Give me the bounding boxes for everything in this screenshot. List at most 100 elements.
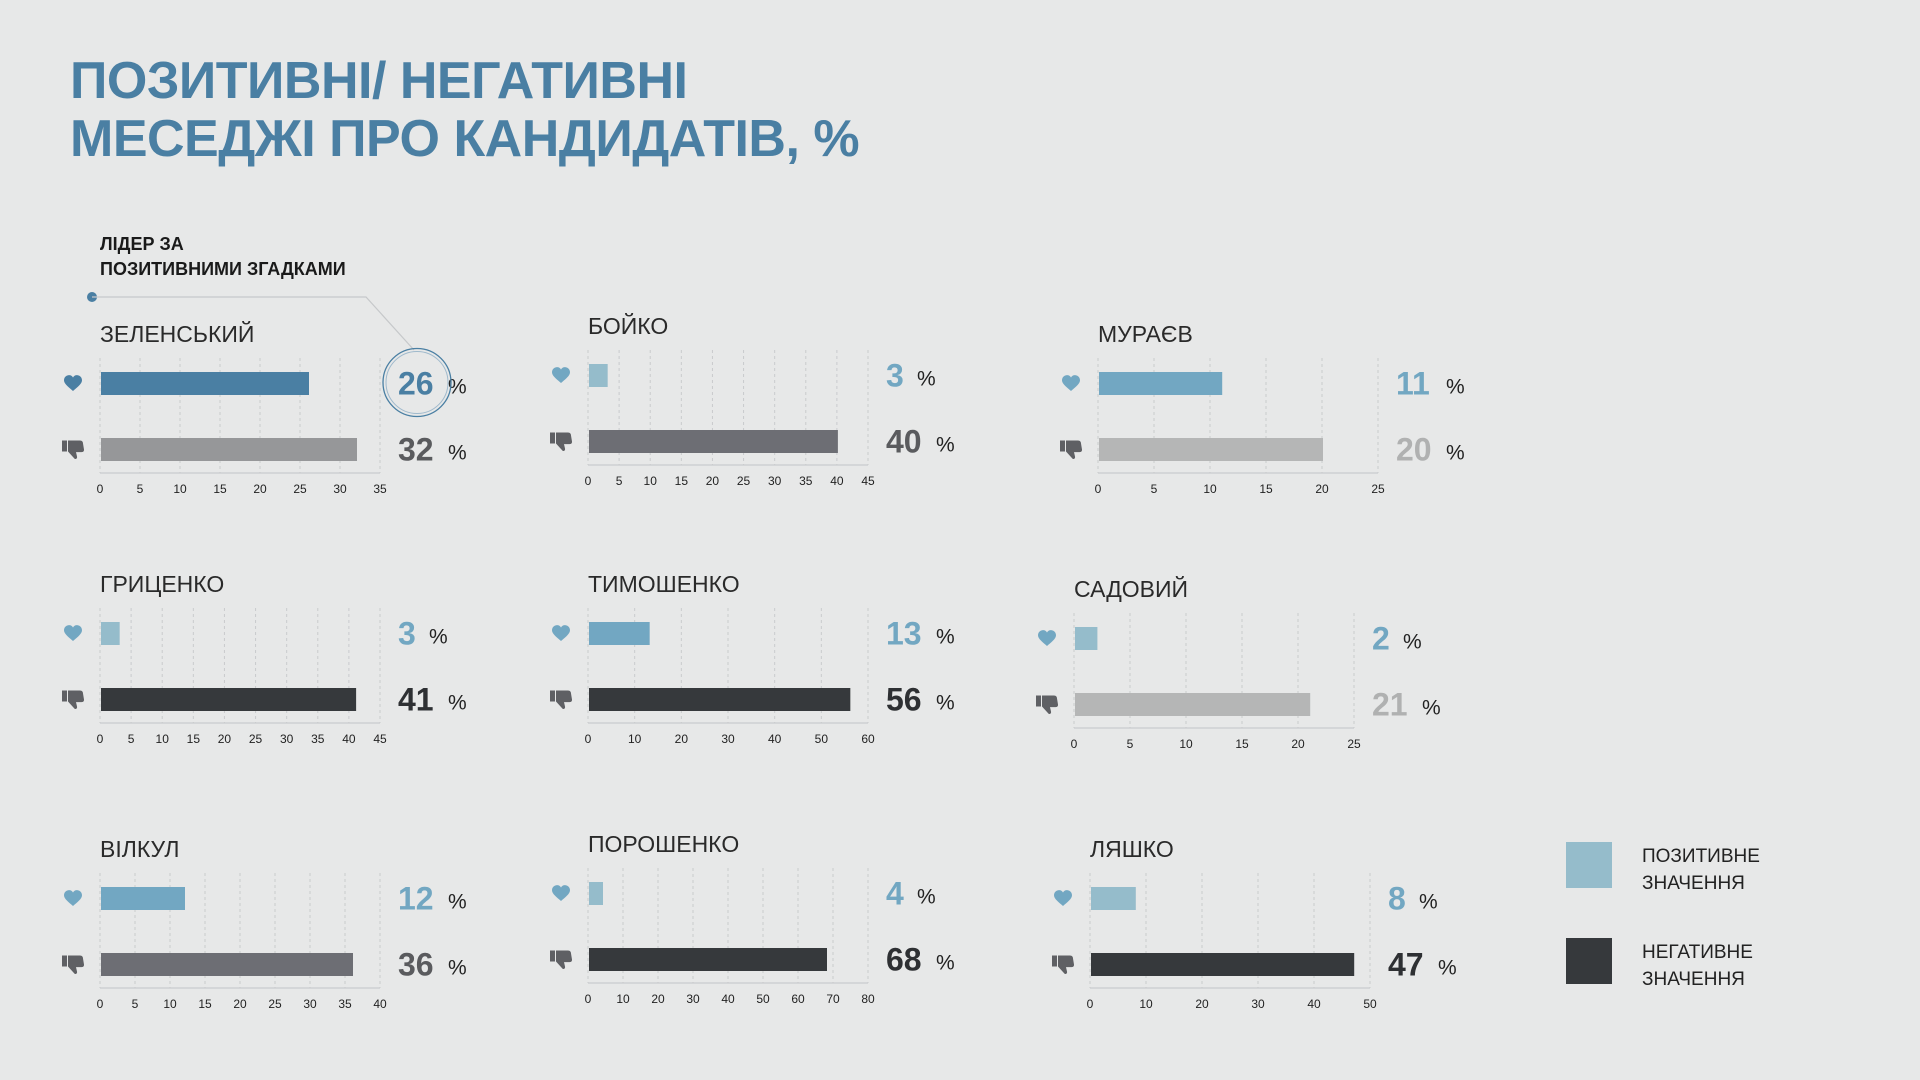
bar-negative [101, 688, 357, 711]
thumbs-down-icon [550, 950, 573, 969]
thumbs-down-icon [1052, 955, 1075, 974]
tick-label: 15 [213, 482, 227, 496]
bar-negative [589, 430, 838, 453]
heart-icon [1054, 890, 1072, 906]
bar-chart: ЗЕЛЕНСЬКИЙ 0 5 10 15 20 25 30 35 26 % 32% [62, 320, 467, 496]
value-label-positive: 26 [398, 366, 434, 402]
candidate-name: ГРИЦЕНКО [100, 571, 224, 597]
value-label-positive: 13 [886, 616, 922, 652]
tick-label: 15 [187, 732, 201, 746]
value-label-positive: 4 [886, 876, 904, 912]
tick-label: 30 [333, 482, 347, 496]
value-label-negative: 36 [398, 947, 434, 983]
bar-chart: ГРИЦЕНКО 0 5 10 15 20 25 30 35 40 45 3 % 41% [62, 571, 467, 746]
tick-label: 30 [768, 474, 782, 488]
tick-label: 15 [1235, 737, 1249, 751]
bar-negative [589, 948, 827, 971]
unit-label-positive: % [917, 886, 936, 909]
thumbs-down-cuff [1052, 955, 1057, 967]
tick-label: 35 [799, 474, 813, 488]
candidate-name: ВІЛКУЛ [100, 836, 179, 862]
tick-label: 5 [1151, 482, 1158, 496]
tick-label: 40 [373, 997, 387, 1011]
tick-label: 10 [173, 482, 187, 496]
tick-label: 25 [1371, 482, 1385, 496]
thumbs-down-shape [1042, 695, 1059, 714]
tick-label: 30 [721, 732, 735, 746]
tick-label: 25 [737, 474, 751, 488]
tick-label: 10 [1179, 737, 1193, 751]
candidate-name: МУРАЄВ [1098, 321, 1193, 347]
heart-shape [552, 367, 570, 383]
value-label-positive: 11 [1396, 366, 1430, 402]
heart-icon [552, 367, 570, 383]
tick-label: 10 [628, 732, 642, 746]
bar-chart: ВІЛКУЛ 0 5 10 15 20 25 30 35 40 12 % 36% [62, 836, 467, 1011]
chart-panel: МУРАЄВ 0 5 10 15 20 25 11% 20% [1060, 320, 1558, 520]
legend-label-negative-line-2: ЗНАЧЕННЯ [1642, 969, 1745, 990]
bar-positive [1091, 887, 1136, 910]
page-title-line-1: ПОЗИТИВНІ/ НЕГАТИВНІ [70, 52, 688, 110]
thumbs-down-cuff [550, 950, 555, 962]
tick-label: 10 [1139, 997, 1153, 1011]
leader-note-line-2: ПОЗИТИВНИМИ ЗГАДКАМИ [100, 259, 346, 279]
tick-label: 20 [218, 732, 232, 746]
unit-label-positive: % [448, 376, 467, 399]
chart-panel: САДОВИЙ 0 5 10 15 20 25 2% 21% [1036, 575, 1534, 775]
tick-label: 70 [826, 992, 840, 1006]
unit-label-positive: % [448, 891, 467, 914]
thumbs-down-cuff [62, 955, 67, 967]
tick-label: 60 [861, 732, 875, 746]
tick-label: 15 [1259, 482, 1273, 496]
tick-label: 45 [373, 732, 387, 746]
unit-label-negative: % [936, 952, 955, 975]
tick-label: 50 [1363, 997, 1377, 1011]
tick-label: 40 [342, 732, 356, 746]
unit-label-positive: % [429, 626, 448, 649]
page-title-line-2: МЕСЕДЖІ ПРО КАНДИДАТІВ, % [70, 110, 860, 168]
tick-label: 45 [861, 474, 875, 488]
thumbs-down-icon [62, 690, 85, 709]
bar-positive [101, 372, 309, 395]
unit-label-positive: % [1419, 891, 1438, 914]
unit-label-negative: % [448, 692, 467, 715]
unit-label-negative: % [1422, 697, 1441, 720]
value-label-negative: 41 [398, 682, 434, 718]
chart-panel: БОЙКО 0 5 10 15 20 25 30 35 40 45 3% 40% [550, 312, 1048, 512]
tick-label: 0 [1095, 482, 1102, 496]
tick-label: 25 [249, 732, 263, 746]
tick-label: 60 [791, 992, 805, 1006]
legend-label-positive-line-2: ЗНАЧЕННЯ [1642, 873, 1745, 894]
unit-label-positive: % [936, 626, 955, 649]
thumbs-down-icon [550, 690, 573, 709]
heart-shape [1038, 630, 1056, 646]
bar-negative [1099, 438, 1323, 461]
value-label-positive: 12 [398, 881, 434, 917]
legend-label-positive-line-1: ПОЗИТИВНЕ [1642, 846, 1760, 867]
legend-label-positive: ПОЗИТИВНЕ ЗНАЧЕННЯ [1642, 843, 1802, 897]
tick-label: 0 [585, 992, 592, 1006]
bar-negative [589, 688, 851, 711]
chart-panel: ВІЛКУЛ 0 5 10 15 20 25 30 35 40 12% 36% [62, 835, 560, 1035]
candidate-name: ПОРОШЕНКО [588, 831, 739, 857]
heart-icon [552, 885, 570, 901]
tick-label: 5 [132, 997, 139, 1011]
thumbs-down-cuff [62, 690, 67, 702]
bar-negative [1091, 953, 1355, 976]
thumbs-down-shape [1058, 955, 1075, 974]
tick-label: 15 [198, 997, 212, 1011]
unit-label-positive: % [917, 368, 936, 391]
unit-label-negative: % [448, 442, 467, 465]
thumbs-down-shape [556, 950, 573, 969]
tick-label: 5 [128, 732, 135, 746]
leader-note: ЛІДЕР ЗА ПОЗИТИВНИМИ ЗГАДКАМИ [100, 232, 346, 282]
thumbs-down-shape [68, 955, 85, 974]
tick-label: 20 [675, 732, 689, 746]
candidate-name: ЗЕЛЕНСЬКИЙ [100, 320, 254, 347]
value-label-negative: 21 [1372, 687, 1408, 723]
thumbs-down-shape [556, 432, 573, 451]
tick-label: 30 [303, 997, 317, 1011]
thumbs-down-icon [1060, 440, 1083, 459]
value-label-negative: 47 [1388, 947, 1424, 983]
